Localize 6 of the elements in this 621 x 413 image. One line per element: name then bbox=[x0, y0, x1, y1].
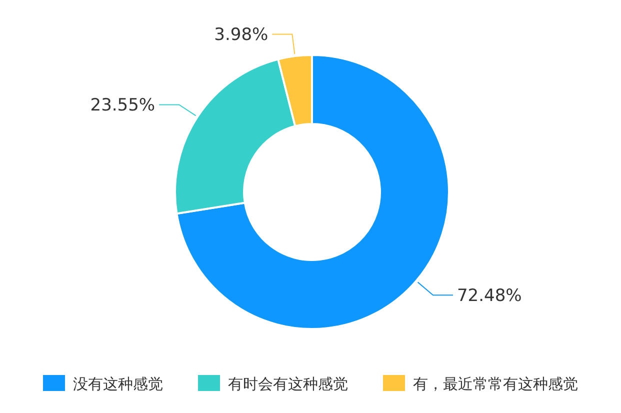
data-label: 23.55% bbox=[90, 96, 156, 116]
legend-label: 有，最近常常有这种感觉 bbox=[413, 375, 578, 393]
data-label: 3.98% bbox=[214, 25, 268, 46]
data-label: 72.48% bbox=[456, 286, 522, 306]
legend-label: 有时会有这种感觉 bbox=[228, 375, 348, 393]
legend-label: 没有这种感觉 bbox=[73, 375, 163, 393]
